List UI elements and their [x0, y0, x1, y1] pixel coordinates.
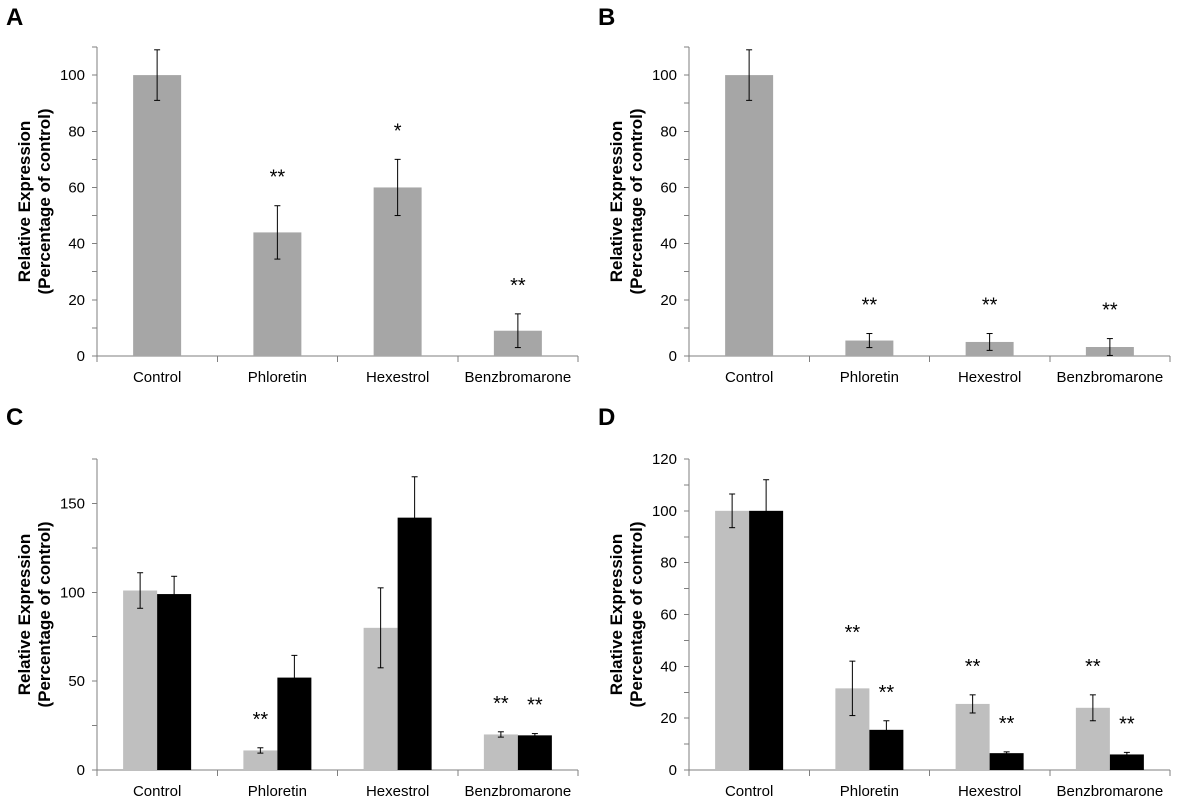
y-tick-label-d: 40	[660, 658, 677, 675]
y-axis-title-b-line2: (Percentage of control)	[627, 108, 646, 294]
significance-marker-a-benzbromarone-s1: **	[510, 275, 526, 297]
significance-marker-c-benzbromarone-s2: **	[527, 695, 543, 717]
significance-marker-d-hexestrol-s2: **	[999, 713, 1015, 735]
x-tick-label-c-phloretin: Phloretin	[248, 783, 307, 800]
y-axis-title-c-line2: (Percentage of control)	[35, 521, 54, 707]
significance-marker-d-benzbromarone-s2: **	[1119, 713, 1135, 735]
bar-d-hexestrol-s2	[989, 753, 1024, 770]
significance-marker-b-hexestrol-s1: **	[982, 295, 998, 317]
bar-b-phloretin-s1	[845, 340, 894, 356]
x-tick-label-b-phloretin: Phloretin	[840, 369, 899, 386]
x-tick-label-d-phloretin: Phloretin	[840, 783, 899, 800]
significance-marker-c-benzbromarone-s1: **	[493, 693, 509, 715]
y-axis-title-c-line1: Relative Expression	[15, 534, 34, 696]
chart-d-svg: D Relative Expression (Percentage of contr…	[598, 404, 1171, 800]
chart-panel-b: B Relative Expression (Percentage of contr…	[592, 0, 1183, 400]
bar-c-control-s2	[157, 594, 192, 770]
bar-d-benzbromarone-s2	[1109, 754, 1144, 770]
chart-panel-d: D Relative Expression (Percentage of contr…	[592, 400, 1183, 800]
panel-letter-c: C	[6, 404, 23, 431]
bar-b-control-s1	[725, 75, 774, 356]
significance-marker-b-benzbromarone-s1: **	[1102, 300, 1118, 322]
chart-panel-c: C Relative Expression (Percentage of contr…	[0, 400, 591, 800]
chart-a-svg: A Relative Expression (Percentage of contr…	[6, 4, 579, 386]
y-axis-title-a-line1: Relative Expression	[15, 121, 34, 283]
significance-marker-a-hexestrol-s1: *	[394, 120, 402, 142]
y-tick-label-b: 0	[669, 348, 677, 365]
x-tick-label-d-benzbromarone: Benzbromarone	[1057, 783, 1164, 800]
y-tick-label-b: 60	[660, 179, 677, 196]
panel-letter-b: B	[598, 4, 615, 31]
x-tick-label-b-control: Control	[725, 369, 773, 386]
x-tick-label-a-phloretin: Phloretin	[248, 369, 307, 386]
bar-c-benzbromarone-s1	[483, 734, 518, 770]
x-tick-label-b-hexestrol: Hexestrol	[958, 369, 1021, 386]
y-tick-label-d: 60	[660, 607, 677, 624]
y-tick-label-a: 0	[77, 348, 85, 365]
x-tick-label-a-control: Control	[133, 369, 181, 386]
y-tick-label-a: 80	[68, 123, 85, 140]
significance-marker-b-phloretin-s1: **	[862, 295, 878, 317]
y-axis-title-b-line1: Relative Expression	[607, 121, 626, 283]
y-axis-title-a-line2: (Percentage of control)	[35, 108, 54, 294]
significance-marker-a-phloretin-s1: **	[270, 167, 286, 189]
x-tick-label-c-control: Control	[133, 783, 181, 800]
x-tick-label-c-hexestrol: Hexestrol	[366, 783, 429, 800]
y-tick-label-d: 100	[652, 503, 677, 520]
panel-letter-a: A	[6, 4, 23, 31]
y-tick-label-d: 120	[652, 451, 677, 468]
y-axis-title-d-line2: (Percentage of control)	[627, 521, 646, 707]
y-tick-label-b: 40	[660, 236, 677, 253]
x-tick-label-a-benzbromarone: Benzbromarone	[465, 369, 572, 386]
y-tick-label-d: 80	[660, 555, 677, 572]
panel-letter-d: D	[598, 404, 615, 431]
y-tick-label-a: 60	[68, 179, 85, 196]
y-tick-label-b: 80	[660, 123, 677, 140]
chart-b-svg: B Relative Expression (Percentage of contr…	[598, 4, 1171, 386]
y-tick-label-c: 50	[68, 673, 85, 690]
y-tick-label-d: 20	[660, 710, 677, 727]
x-tick-label-d-hexestrol: Hexestrol	[958, 783, 1021, 800]
y-tick-label-c: 150	[60, 495, 85, 512]
bar-c-benzbromarone-s2	[517, 735, 552, 770]
bar-d-hexestrol-s1	[955, 703, 990, 770]
y-tick-label-a: 40	[68, 236, 85, 253]
significance-marker-d-phloretin-s2: **	[879, 682, 895, 704]
significance-marker-d-benzbromarone-s1: **	[1085, 656, 1101, 678]
y-tick-label-a: 20	[68, 292, 85, 309]
chart-panel-a: A Relative Expression (Percentage of contr…	[0, 0, 591, 400]
bar-d-control-s2	[749, 510, 784, 770]
y-axis-title-d-line1: Relative Expression	[607, 534, 626, 696]
y-tick-label-b: 20	[660, 292, 677, 309]
chart-c-svg: C Relative Expression (Percentage of contr…	[6, 404, 579, 800]
x-tick-label-c-benzbromarone: Benzbromarone	[465, 783, 572, 800]
y-tick-label-c: 100	[60, 584, 85, 601]
y-tick-label-c: 0	[77, 762, 85, 779]
significance-marker-c-phloretin-s1: **	[253, 709, 269, 731]
x-tick-label-b-benzbromarone: Benzbromarone	[1057, 369, 1164, 386]
significance-marker-d-hexestrol-s1: **	[965, 656, 981, 678]
bar-c-phloretin-s1	[243, 750, 278, 770]
y-tick-label-b: 100	[652, 67, 677, 84]
bar-c-control-s1	[123, 590, 158, 770]
bar-c-hexestrol-s2	[397, 517, 432, 770]
bar-d-control-s1	[715, 510, 750, 770]
x-tick-label-a-hexestrol: Hexestrol	[366, 369, 429, 386]
y-tick-label-d: 0	[669, 762, 677, 779]
x-tick-label-d-control: Control	[725, 783, 773, 800]
bar-a-control-s1	[133, 75, 182, 356]
significance-marker-d-phloretin-s1: **	[845, 622, 861, 644]
y-tick-label-a: 100	[60, 67, 85, 84]
